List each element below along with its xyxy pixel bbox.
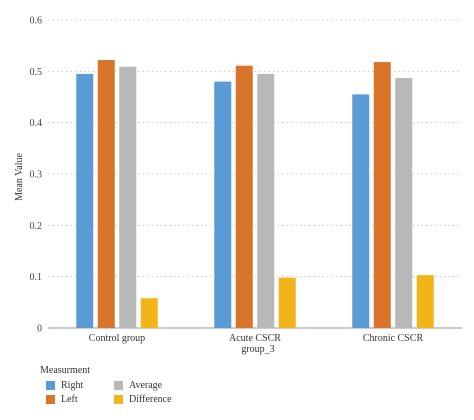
legend-label: Right bbox=[61, 380, 84, 391]
bar-left-1 bbox=[235, 65, 253, 328]
legend: Measurment Right Average Left Difference bbox=[40, 365, 204, 405]
bar-average-0 bbox=[119, 66, 137, 329]
y-tick-label: 0.1 bbox=[30, 272, 43, 283]
bar-chart: 0 0.1 0.2 0.3 0.4 0.5 0.6 Control group Acute C… bbox=[14, 16, 462, 355]
x-category-label: Chronic CSCR bbox=[363, 333, 424, 344]
legend-item-right: Right bbox=[46, 380, 114, 391]
legend-label: Difference bbox=[129, 394, 172, 405]
bar-left-2 bbox=[373, 62, 391, 329]
bar-average-1 bbox=[257, 73, 275, 329]
bar-difference-1 bbox=[278, 277, 296, 328]
x-axis-subtitle: group_3 bbox=[241, 344, 274, 355]
bar-difference-2 bbox=[416, 275, 434, 328]
y-tick-label: 0 bbox=[37, 324, 42, 335]
y-tick-label: 0.3 bbox=[30, 170, 43, 181]
y-tick-label: 0.2 bbox=[30, 221, 43, 232]
legend-entries: Right Average Left Difference bbox=[46, 380, 204, 405]
x-category-label: Control group bbox=[89, 333, 145, 344]
legend-swatch bbox=[46, 381, 55, 390]
bar-right-2 bbox=[352, 94, 370, 328]
y-tick-label: 0.5 bbox=[30, 67, 43, 78]
bar-left-0 bbox=[97, 60, 115, 328]
x-axis-categories: Control group Acute CSCR Chronic CSCR bbox=[89, 333, 424, 344]
legend-title: Measurment bbox=[40, 365, 90, 376]
bar-right-0 bbox=[76, 73, 94, 329]
legend-item-average: Average bbox=[114, 380, 204, 391]
bar-average-2 bbox=[395, 78, 413, 328]
bar-right-1 bbox=[214, 81, 232, 328]
legend-swatch bbox=[114, 395, 123, 404]
legend-label: Average bbox=[129, 380, 163, 391]
y-tick-label: 0.4 bbox=[30, 118, 43, 129]
bar-difference-0 bbox=[140, 298, 158, 328]
gridlines bbox=[48, 19, 462, 278]
x-category-label: Acute CSCR bbox=[229, 333, 281, 344]
legend-item-difference: Difference bbox=[114, 394, 204, 405]
legend-label: Left bbox=[61, 394, 78, 405]
y-axis-title: Mean Value bbox=[14, 153, 25, 201]
legend-swatch bbox=[46, 395, 55, 404]
legend-swatch bbox=[114, 381, 123, 390]
y-axis-ticks: 0 0.1 0.2 0.3 0.4 0.5 0.6 bbox=[30, 16, 43, 335]
legend-item-left: Left bbox=[46, 394, 114, 405]
y-tick-label: 0.6 bbox=[30, 16, 43, 27]
bars bbox=[76, 60, 434, 329]
